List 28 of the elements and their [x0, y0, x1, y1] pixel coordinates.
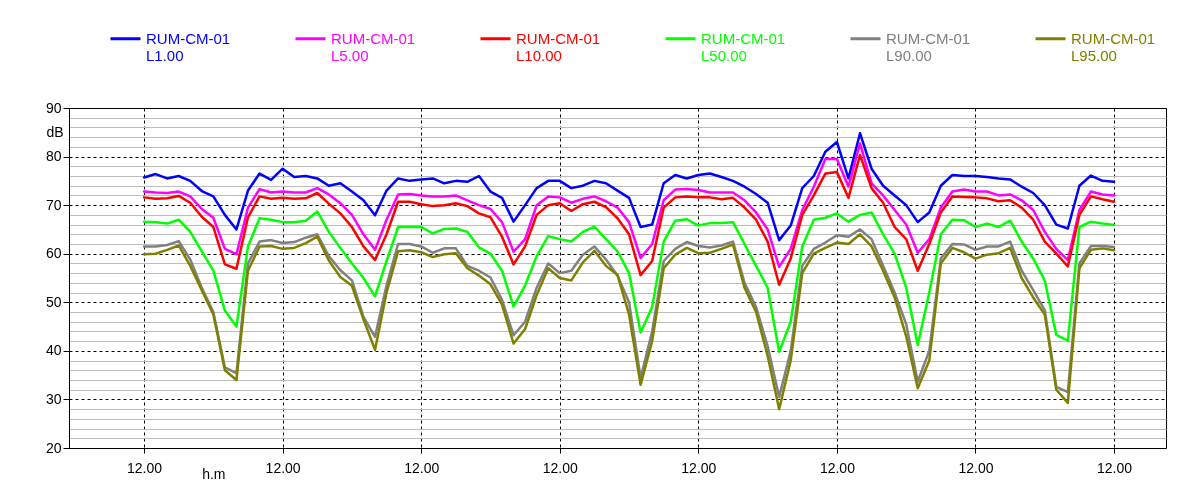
legend-label: RUM-CM-01 L1.00: [146, 29, 231, 64]
line-series: [142, 142, 1116, 269]
x-tick-label: 12.00: [681, 459, 717, 476]
legend-label: RUM-CM-01 L95.00: [1071, 29, 1156, 64]
y-tick-label: 20: [45, 439, 62, 456]
legend-label: RUM-CM-01 L50.00: [701, 29, 786, 64]
x-tick-label: 12.00: [1097, 459, 1133, 476]
x-tick-label: 12.00: [127, 459, 163, 476]
y-tick-label: 70: [45, 196, 62, 213]
line-series: [142, 132, 1116, 242]
legend-label: RUM-CM-01 L10.00: [516, 29, 601, 64]
x-tick-label: 12.00: [958, 459, 994, 476]
legend-label: RUM-CM-01 L90.00: [886, 29, 971, 64]
x-tick-label: 12.00: [819, 459, 856, 476]
y-tick-label: 80: [45, 148, 62, 165]
line-series: [142, 153, 1116, 287]
y-axis-title: dB: [46, 123, 64, 140]
y-tick-label: 50: [45, 293, 62, 310]
x-tick-label: 12.00: [404, 459, 440, 476]
x-tick-label: 12.00: [542, 459, 578, 476]
x-axis-title: h.m: [202, 465, 226, 482]
y-tick-label: 60: [45, 245, 62, 262]
y-tick-label: 40: [45, 342, 62, 359]
y-tick-label: 90: [45, 99, 62, 116]
y-tick-label: 30: [45, 390, 62, 407]
x-tick-label: 12.00: [265, 459, 301, 476]
line-series: [142, 210, 1116, 354]
legend-label: RUM-CM-01 L5.00: [331, 29, 416, 64]
